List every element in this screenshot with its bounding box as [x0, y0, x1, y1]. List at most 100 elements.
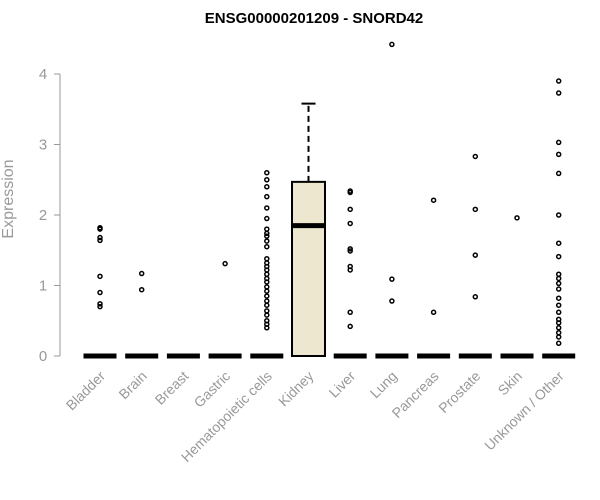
- y-axis-label: Expression: [0, 159, 17, 238]
- outlier-point-11-3: [555, 151, 562, 158]
- outlier-point-0-5: [97, 289, 103, 296]
- outlier-point-4-21: [264, 298, 270, 304]
- outlier-point-11-6: [555, 240, 562, 246]
- box-group-11: [542, 78, 576, 359]
- outlier-point-11-19: [555, 334, 562, 340]
- outlier-point-1-0: [138, 270, 145, 277]
- x-tick-label-2: Breast: [152, 368, 192, 408]
- outlier-point-7-2: [389, 298, 395, 304]
- box-group-3: [208, 260, 242, 359]
- outlier-point-6-2: [347, 206, 353, 213]
- outlier-point-4-8: [264, 233, 270, 239]
- x-tick-label-6: Liver: [326, 368, 359, 401]
- outlier-point-4-18: [264, 284, 270, 290]
- outlier-point-11-10: [555, 280, 562, 287]
- x-tick-label-1: Brain: [115, 368, 149, 402]
- outlier-point-1-1: [138, 286, 145, 293]
- outlier-point-7-1: [389, 276, 395, 282]
- outlier-point-4-22: [264, 302, 270, 308]
- outlier-point-0-4: [97, 273, 103, 280]
- outlier-point-6-9: [347, 323, 353, 330]
- y-tick-label-1: 1: [39, 278, 47, 295]
- outlier-point-4-4: [264, 205, 270, 211]
- x-tick-label-0: Bladder: [63, 368, 109, 414]
- outlier-point-11-0: [555, 78, 562, 84]
- box-group-1: [125, 270, 159, 359]
- outlier-point-6-4: [347, 246, 353, 252]
- outlier-point-0-2: [97, 234, 103, 241]
- chart-title: ENSG00000201209 - SNORD42: [205, 10, 423, 27]
- outlier-point-4-27: [264, 325, 270, 331]
- outlier-point-4-9: [264, 238, 270, 244]
- y-tick-label-3: 3: [39, 137, 47, 154]
- outlier-point-9-3: [472, 294, 479, 300]
- outlier-point-8-1: [430, 309, 437, 316]
- outlier-point-10-0: [514, 215, 520, 221]
- box-group-0: [83, 224, 117, 359]
- y-tick-label-0: 0: [39, 348, 47, 365]
- box-body-5: [291, 180, 326, 357]
- outlier-point-11-17: [555, 325, 562, 331]
- y-tick-label-4: 4: [39, 66, 47, 83]
- outlier-point-4-20: [264, 293, 270, 299]
- box-group-10: [500, 215, 534, 359]
- box-group-8: [417, 197, 451, 359]
- outlier-point-11-13: [555, 302, 562, 308]
- outlier-point-4-24: [264, 312, 270, 318]
- outlier-point-11-2: [555, 139, 562, 146]
- y-tick-label-2: 2: [39, 207, 47, 224]
- outlier-point-6-8: [347, 309, 353, 316]
- outlier-point-0-3: [97, 237, 103, 244]
- outlier-point-6-3: [347, 220, 353, 227]
- outlier-point-4-6: [264, 226, 270, 232]
- outlier-point-6-5: [347, 248, 353, 254]
- outlier-point-4-11: [264, 255, 270, 262]
- x-tick-label-5: Kidney: [275, 368, 317, 410]
- box-group-5: [291, 102, 326, 357]
- outlier-point-4-14: [264, 267, 270, 273]
- outlier-point-4-1: [264, 177, 270, 183]
- outlier-point-9-0: [472, 153, 479, 160]
- outlier-point-4-17: [264, 279, 270, 285]
- outlier-point-11-1: [555, 90, 562, 96]
- x-tick-label-9: Prostate: [435, 368, 483, 416]
- outlier-point-6-1: [347, 189, 353, 196]
- outlier-point-11-20: [555, 340, 562, 347]
- outlier-point-9-2: [472, 252, 479, 258]
- outlier-point-11-11: [555, 286, 562, 292]
- outlier-point-4-5: [264, 215, 270, 222]
- x-tick-label-11: Unknown / Other: [481, 368, 567, 454]
- outlier-point-11-8: [555, 271, 562, 277]
- outlier-point-9-1: [472, 206, 479, 213]
- outlier-point-11-5: [555, 212, 562, 218]
- outlier-point-4-15: [264, 271, 270, 277]
- outlier-point-4-0: [264, 169, 270, 176]
- outlier-point-11-7: [555, 253, 562, 260]
- outlier-point-6-7: [347, 267, 353, 273]
- outlier-point-7-0: [389, 41, 395, 48]
- outlier-point-0-7: [97, 303, 103, 310]
- outlier-point-0-6: [97, 301, 103, 307]
- outlier-point-11-12: [555, 295, 562, 301]
- outlier-point-3-0: [222, 260, 228, 267]
- outlier-point-4-7: [264, 230, 270, 237]
- outlier-point-8-0: [430, 197, 437, 203]
- outlier-point-4-3: [264, 193, 270, 200]
- outlier-point-11-18: [555, 329, 562, 336]
- outlier-point-4-19: [264, 288, 270, 294]
- outlier-point-11-4: [555, 170, 562, 177]
- box-group-7: [375, 41, 409, 359]
- outlier-point-4-2: [264, 184, 270, 190]
- box-series: [83, 41, 576, 359]
- box-group-4: [250, 169, 284, 359]
- outlier-point-11-16: [555, 320, 562, 326]
- x-tick-label-7: Lung: [367, 368, 400, 401]
- x-tick-label-10: Skin: [495, 368, 526, 399]
- outlier-point-0-1: [97, 226, 103, 232]
- outlier-point-4-10: [264, 243, 270, 250]
- outlier-point-11-14: [555, 309, 562, 316]
- outlier-point-4-23: [264, 308, 270, 314]
